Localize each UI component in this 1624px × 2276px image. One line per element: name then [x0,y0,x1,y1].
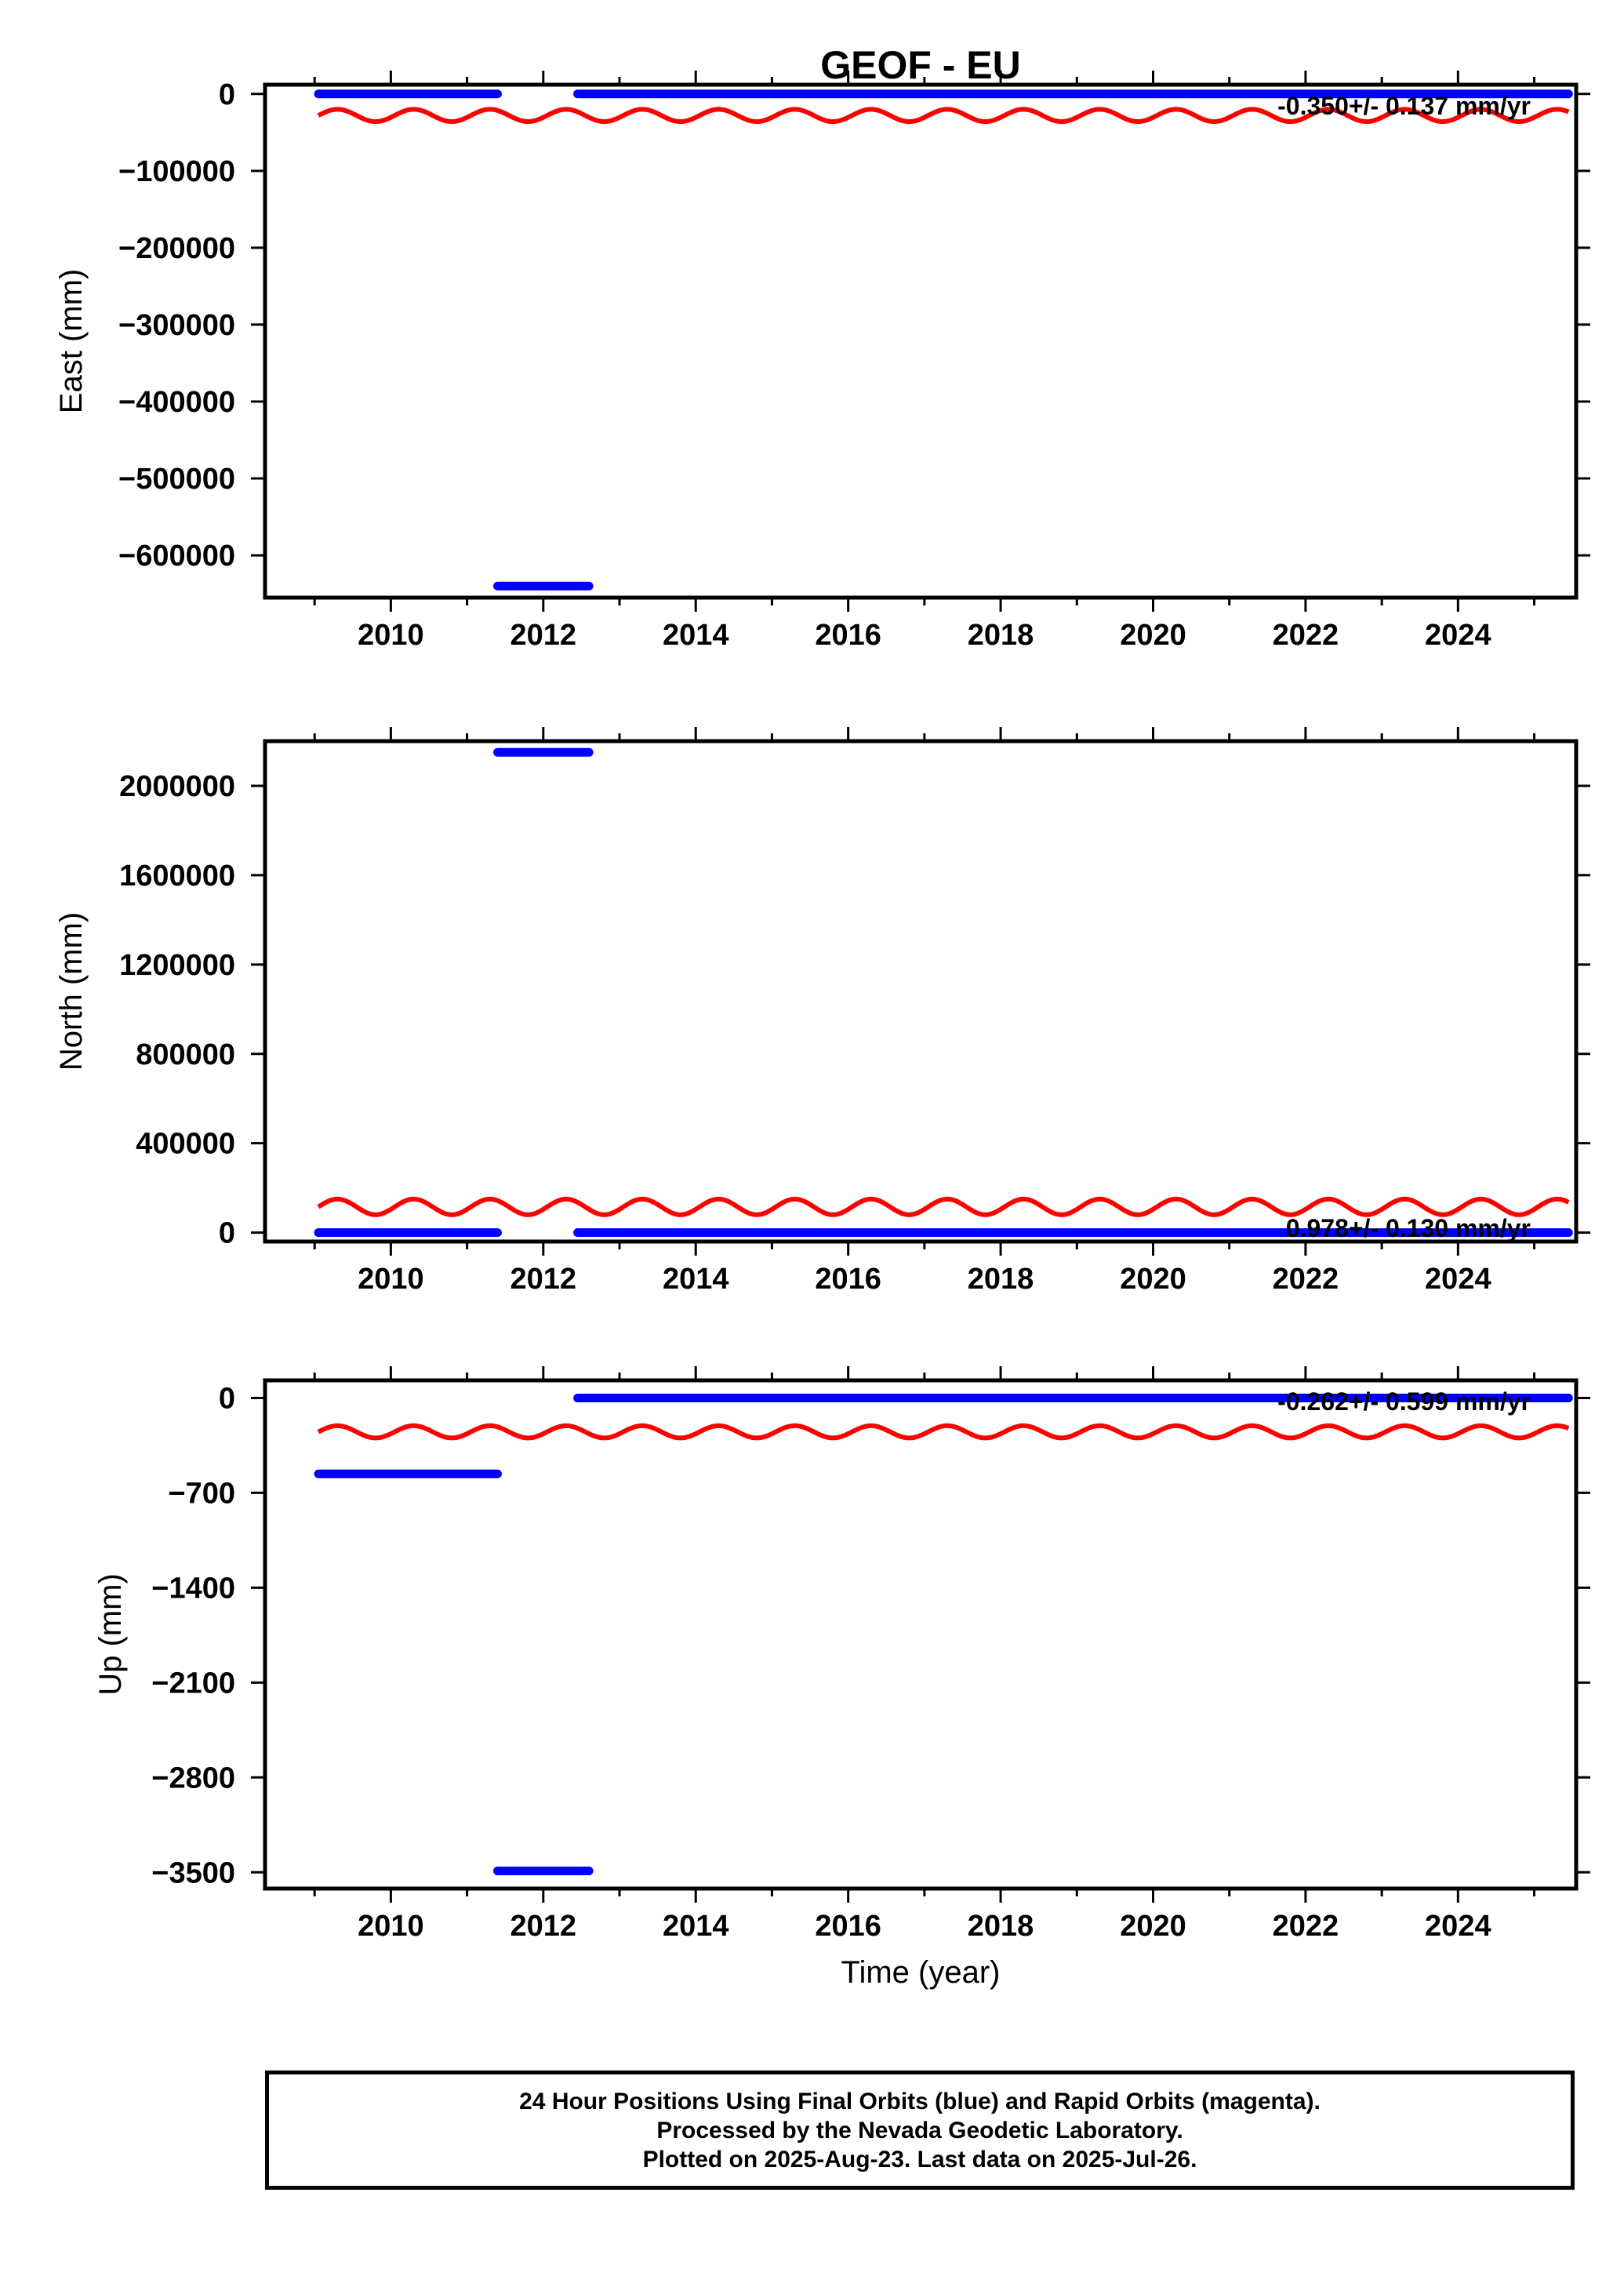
east-panel: 2010 2012 2014 2016 2018 2020 2022 2024 0 −100000… [54,71,1590,652]
north-x-tick-label: 2022 [1273,1263,1339,1296]
up-x-tick-label: 2012 [510,1910,577,1943]
east-x-tick-label: 2018 [968,619,1034,652]
east-x-tick-label: 2012 [510,619,577,652]
up-x-tick-label: 2018 [968,1910,1034,1943]
east-y-tick-label: −600000 [118,540,235,573]
east-x-tick-label: 2020 [1120,619,1186,652]
up-y-tick-label: −2100 [151,1667,235,1700]
up-y-tick-label: −1400 [151,1572,235,1605]
note-line-plotted-on: Plotted on 2025-Aug-23. Last data on 202… [642,2147,1197,2172]
up-x-tick-label: 2010 [358,1910,424,1943]
north-x-tick-label: 2018 [968,1263,1034,1296]
east-y-tick-label: −100000 [118,155,235,188]
note-line-processed-by: Processed by the Nevada Geodetic Laborat… [656,2118,1183,2143]
figure-title: GEOF - EU [820,43,1021,87]
up-x-tick-label: 2020 [1120,1910,1186,1943]
time-x-axis-label: Time (year) [841,1955,1001,1990]
east-x-tick-label: 2014 [663,619,729,652]
north-y-tick-label: 2000000 [119,770,235,803]
up-x-tick-label: 2022 [1273,1910,1339,1943]
north-model-curve [317,1196,1570,1217]
north-x-tick-label: 2016 [815,1263,881,1296]
east-y-axis-label: East (mm) [54,269,89,413]
north-x-tick-label: 2012 [510,1263,577,1296]
east-y-tick-label: 0 [219,78,235,111]
east-y-tick-label: −400000 [118,386,235,419]
east-model-curve [317,107,1570,125]
up-y-axis-label: Up (mm) [93,1573,128,1696]
up-panel: 2010 2012 2014 2016 2018 2020 2022 2024 0 −700 −14… [93,1366,1590,1990]
up-y-tick-label: −3500 [151,1856,235,1889]
up-y-tick-label: −700 [168,1477,235,1510]
east-x-tick-label: 2024 [1425,619,1491,652]
north-plot-frame [263,739,1579,1244]
east-y-tick-label: −300000 [118,309,235,342]
east-rate-label: -0.350+/- 0.137 mm/yr [1277,92,1531,120]
east-y-tick-label: −200000 [118,232,235,265]
east-x-tick-label: 2016 [815,619,881,652]
north-x-tick-label: 2014 [663,1263,729,1296]
north-x-tick-label: 2024 [1425,1263,1491,1296]
north-rate-label: 0.978+/- 0.130 mm/yr [1286,1214,1531,1242]
north-y-tick-label: 800000 [136,1038,235,1071]
up-x-tick-label: 2016 [815,1910,881,1943]
up-y-tick-label: 0 [219,1382,235,1415]
note-line-orbits: 24 Hour Positions Using Final Orbits (bl… [519,2089,1321,2114]
up-rate-label: -0.262+/- 0.599 mm/yr [1277,1387,1531,1416]
east-x-tick-label: 2022 [1273,619,1339,652]
north-y-tick-label: 1600000 [119,860,235,893]
up-x-tick-label: 2024 [1425,1910,1491,1943]
processing-note-box: 24 Hour Positions Using Final Orbits (bl… [265,2071,1575,2190]
east-x-tick-label: 2010 [358,619,424,652]
east-plot-frame [263,82,1579,600]
north-y-tick-label: 1200000 [119,949,235,982]
north-panel: 2010 2012 2014 2016 2018 2020 2022 2024 2000000 1… [54,727,1590,1296]
north-x-tick-label: 2020 [1120,1263,1186,1296]
north-y-tick-label: 400000 [136,1128,235,1161]
up-x-tick-label: 2014 [663,1910,729,1943]
east-y-tick-label: −500000 [118,463,235,496]
north-y-tick-label: 0 [219,1217,235,1250]
north-y-axis-label: North (mm) [54,912,89,1071]
north-x-tick-label: 2010 [358,1263,424,1296]
up-model-curve [317,1423,1570,1441]
up-plot-frame [263,1378,1579,1891]
up-y-tick-label: −2800 [151,1762,235,1794]
